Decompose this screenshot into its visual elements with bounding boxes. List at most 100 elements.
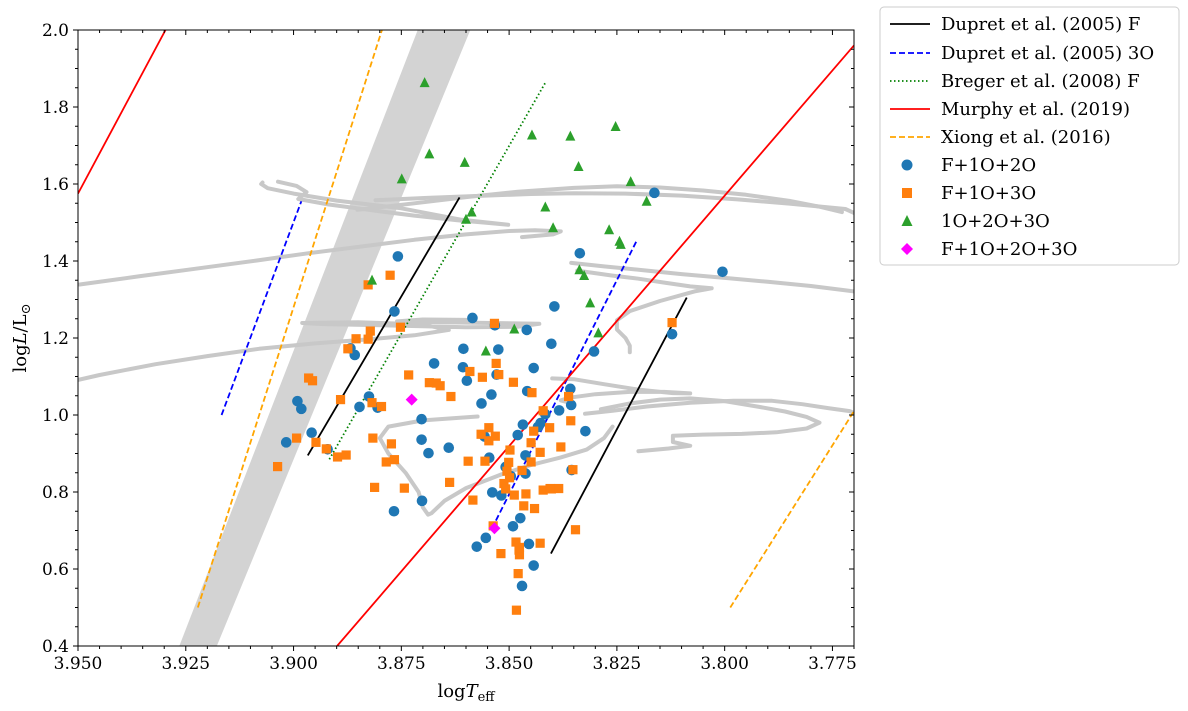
point-f-1o-3o: [376, 401, 387, 412]
point-1o-2o-3o: [540, 201, 551, 212]
point-f-1o-3o: [556, 442, 566, 452]
point-f-1o-3o: [367, 398, 377, 408]
point-f-1o-3o: [504, 473, 515, 483]
point-f-1o-2o: [546, 338, 557, 350]
point-f-1o-3o: [484, 436, 494, 446]
legend-label-breger-f: Breger et al. (2008) F: [941, 71, 1140, 92]
point-f-1o-2o: [517, 419, 529, 430]
point-f-1o-3o: [363, 334, 373, 344]
y-tick-label: 1.6: [42, 175, 69, 195]
point-f-1o-3o: [491, 358, 501, 369]
legend-frame: [879, 6, 1180, 266]
legend-label-xiong: Xiong et al. (2016): [941, 127, 1111, 148]
point-f-1o-2o: [549, 301, 560, 312]
point-f-1o-3o: [468, 495, 478, 505]
point-f-1o-2o: [580, 425, 591, 437]
point-f-1o-2o: [523, 538, 535, 550]
point-f-1o-3o: [546, 484, 556, 494]
point-1o-2o-3o: [367, 274, 378, 285]
point-f-1o-3o: [389, 455, 400, 465]
point-f-1o-3o: [570, 525, 581, 535]
point-f-1o-3o: [489, 318, 500, 328]
point-f-1o-3o: [505, 445, 515, 455]
point-f-1o-2o: [588, 346, 600, 357]
point-1o-2o-3o: [625, 176, 636, 187]
point-f-1o-2o: [389, 306, 400, 317]
point-f-1o-3o: [465, 366, 475, 377]
boundary-lines-layer: [78, 30, 854, 646]
point-1o-2o-3o: [424, 148, 435, 159]
evolutionary-track-2: [259, 179, 511, 227]
point-f-1o-3o: [526, 457, 536, 467]
point-f-1o-3o: [566, 416, 576, 426]
y-tick-label: 1.8: [42, 98, 69, 118]
point-f-1o-3o: [564, 391, 574, 402]
point-f-1o-2o: [516, 580, 528, 592]
point-1o-2o-3o: [593, 327, 604, 338]
instability-band-layer: [179, 30, 471, 646]
point-f-1o-2o: [354, 401, 365, 413]
point-f-1o-3o: [445, 477, 455, 487]
point-f-1o-2o: [280, 437, 292, 448]
point-f-1o-2o: [528, 560, 539, 571]
point-1o-2o-3o: [579, 270, 590, 281]
point-f-1o-3o: [513, 569, 523, 579]
evolutionary-track-11: [377, 414, 615, 517]
x-tick-label: 3.875: [377, 654, 426, 674]
point-f-1o-2o: [416, 434, 427, 445]
point-f-1o-3o: [385, 270, 395, 280]
legend-label-dupret-f: Dupret et al. (2005) F: [941, 14, 1140, 35]
point-f-1o-2o: [428, 358, 440, 369]
point-f-1o-3o: [311, 437, 321, 447]
point-f-1o-2o: [565, 383, 576, 395]
point-1o-2o-3o: [466, 206, 477, 217]
point-f-1o-3o: [365, 326, 375, 336]
point-f-1o-3o: [435, 381, 445, 391]
point-f-1o-3o: [381, 457, 391, 467]
point-f-1o-3o: [363, 280, 373, 290]
point-1o-2o-3o: [548, 222, 559, 233]
point-f-1o-2o-3o: [405, 393, 418, 406]
point-f-1o-2o: [388, 505, 400, 517]
point-f-1o-2o: [486, 389, 497, 400]
y-tick-label: 2.0: [42, 21, 69, 41]
legend-marker-f1o3o: [902, 188, 912, 198]
point-f-1o-3o: [535, 447, 545, 457]
point-f-1o-3o: [476, 429, 486, 439]
plot-area: [78, 30, 854, 646]
point-f-1o-3o: [535, 538, 545, 548]
y-tick-label: 0.8: [42, 483, 69, 503]
point-f-1o-3o: [527, 388, 537, 398]
point-f-1o-2o: [521, 324, 533, 336]
point-f-1o-2o: [461, 375, 473, 387]
point-f-1o-3o: [514, 550, 525, 560]
x-tick-label: 3.850: [485, 654, 534, 674]
legend-label-murphy: Murphy et al. (2019): [941, 99, 1130, 120]
point-f-1o-3o: [519, 501, 529, 511]
point-f-1o-2o: [486, 487, 498, 498]
legend-marker-f1o2o3o: [901, 243, 913, 255]
evolutionary-track-6: [569, 260, 854, 294]
line-murphy-et-al-2019-1: [78, 30, 167, 195]
y-tick-label: 0.6: [42, 560, 69, 580]
point-1o-2o-3o: [509, 323, 520, 334]
point-f-1o-3o: [504, 457, 514, 467]
point-f-1o-3o: [463, 456, 473, 466]
point-f-1o-2o: [416, 495, 428, 507]
point-f-1o-2o: [528, 362, 539, 374]
legend-label-1o2o3o: 1O+2O+3O: [941, 211, 1050, 232]
point-1o-2o-3o: [641, 195, 652, 206]
axis-ticks: [73, 29, 855, 651]
point-f-1o-2o: [507, 520, 519, 532]
y-axis-label: logL/L⊙: [10, 303, 34, 372]
evolutionary-track-4: [373, 191, 854, 215]
point-1o-2o-3o: [459, 156, 470, 167]
point-1o-2o-3o: [610, 121, 621, 132]
point-f-1o-2o: [512, 429, 524, 441]
line-xiong-et-al-2016-1: [196, 30, 383, 608]
point-f-1o-3o: [538, 406, 548, 416]
evolutionary-tracks-layer: [78, 179, 854, 517]
point-f-1o-2o: [467, 312, 478, 324]
point-1o-2o-3o: [526, 129, 537, 140]
point-f-1o-3o: [332, 452, 343, 462]
